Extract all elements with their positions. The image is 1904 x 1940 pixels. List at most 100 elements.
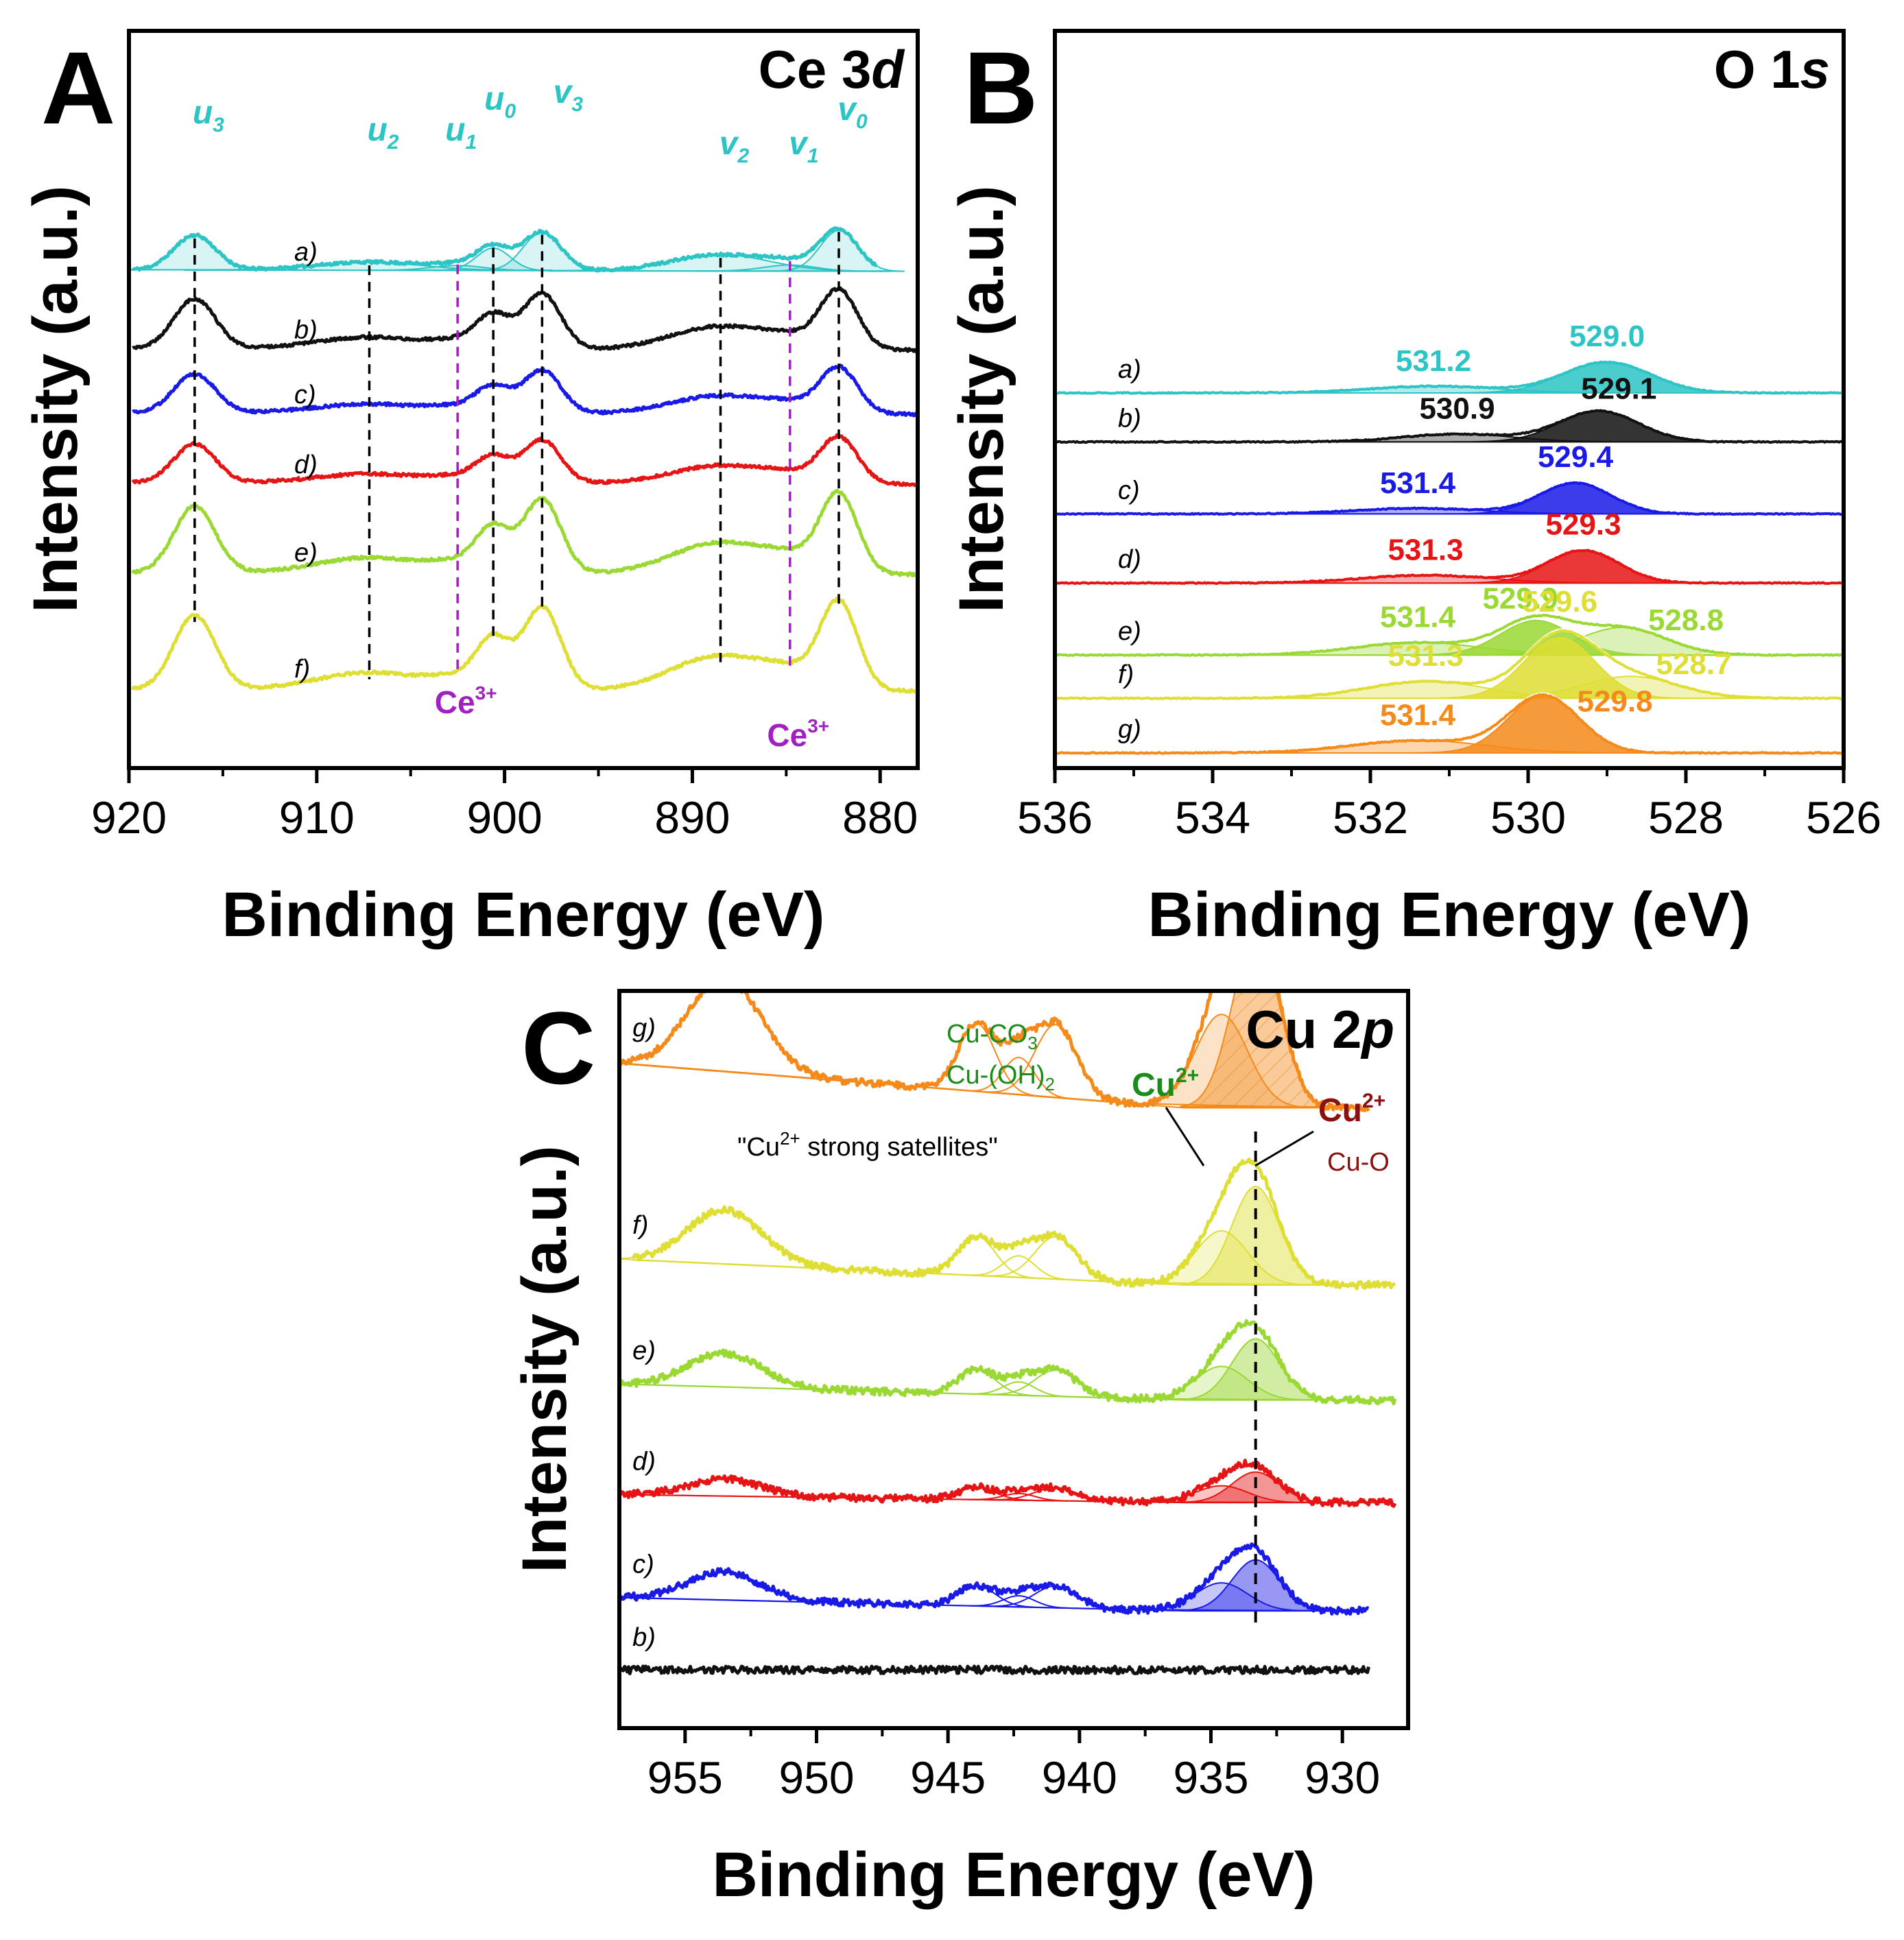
panel-c-trace-f bbox=[631, 1157, 1396, 1291]
panel-a-trace-label-d: d) bbox=[294, 451, 318, 479]
panel-c-component-fill bbox=[1180, 991, 1331, 1107]
panel-b-trace-label-a: a) bbox=[1118, 355, 1141, 384]
panel-a-trace-label-b: b) bbox=[294, 315, 318, 344]
panel-a-trace-label-e: e) bbox=[294, 539, 318, 568]
panel-a-tick-label: 880 bbox=[842, 792, 918, 843]
panel-c-x-axis: 955 950 945 940 935 930 bbox=[647, 1728, 1380, 1803]
panel-c-tick-label: 930 bbox=[1305, 1752, 1380, 1803]
panel-a-ce3-annotation: Ce3+ bbox=[435, 682, 497, 720]
panel-c-trace-label-g: g) bbox=[632, 1014, 656, 1042]
panel-b-peak-value-b: 530.9 bbox=[1419, 392, 1495, 426]
panel-b-peak-value-a: 531.2 bbox=[1396, 344, 1471, 378]
panel-c-trace-e bbox=[619, 1319, 1397, 1406]
panel-a-trace-label-c: c) bbox=[294, 381, 316, 409]
panel-c-trace-g bbox=[619, 991, 1370, 1114]
panel-b-peak-value-e: 529.9 bbox=[1482, 582, 1558, 616]
panel-b-peak-value-c: 531.4 bbox=[1380, 466, 1456, 500]
panel-c-letter: C bbox=[521, 990, 595, 1105]
panel-b-labels: a) 531.2 529.0 b) 530.9 529.1 c) 531.4 529.4 d) 53… bbox=[1118, 320, 1732, 744]
panel-a-plot-area bbox=[129, 226, 918, 694]
panel-b-peak-value-f: 528.7 bbox=[1656, 647, 1731, 681]
panel-a: A 920 910 900 890 880 Ce 3d Binding Energy (… bbox=[21, 29, 920, 950]
panel-b-tick-label: 532 bbox=[1333, 792, 1408, 843]
panel-b-tick-label: 534 bbox=[1175, 792, 1250, 843]
panel-a-peak-label-u0: u0 bbox=[484, 81, 516, 123]
panel-a-trace-label-a: a) bbox=[294, 238, 318, 267]
panel-b: B 536 534 532 530 528 526 O 1s Binding Energy… bbox=[947, 29, 1881, 950]
panel-a-peak-label-u1: u1 bbox=[445, 112, 477, 154]
panel-a-component-u0 bbox=[433, 247, 552, 272]
panel-a-peak-label-v0: v0 bbox=[837, 91, 868, 133]
panel-c-tick-label: 955 bbox=[647, 1752, 723, 1803]
panel-b-tick-label: 530 bbox=[1490, 792, 1566, 843]
panel-c-trace-label-e: e) bbox=[632, 1337, 656, 1365]
panel-b-core-label: O 1s bbox=[1714, 39, 1830, 99]
panel-c-tick-label: 940 bbox=[1042, 1752, 1117, 1803]
panel-a-tick-label: 900 bbox=[467, 792, 543, 843]
panel-c-trace-d bbox=[619, 1459, 1397, 1508]
panel-a-peak-label-v1: v1 bbox=[789, 125, 818, 167]
panel-a-letter: A bbox=[41, 30, 115, 145]
panel-c-y-axis-title: Intensity (a.u.) bbox=[510, 1145, 580, 1573]
panel-a-tick-label: 920 bbox=[91, 792, 167, 843]
panel-c-tick-label: 945 bbox=[910, 1752, 986, 1803]
panel-a-tick-label: 890 bbox=[654, 792, 730, 843]
panel-b-trace-e bbox=[1055, 613, 1844, 658]
cu2-surface-leader bbox=[1165, 1107, 1205, 1166]
panel-c-trace-label-d: d) bbox=[632, 1448, 656, 1476]
panel-a-peak-label-u2: u2 bbox=[367, 112, 398, 154]
panel-b-tick-label: 526 bbox=[1806, 792, 1881, 843]
panel-c-trace-c bbox=[619, 1542, 1370, 1616]
cu-o-label: Cu-O bbox=[1327, 1148, 1390, 1177]
panel-a-frame bbox=[127, 29, 920, 770]
panel-c-trace-label-c: c) bbox=[632, 1550, 654, 1579]
panel-c-component-e bbox=[968, 1381, 1069, 1398]
panel-a-x-axis: 920 910 900 890 880 bbox=[91, 768, 918, 843]
panel-c-trace-b bbox=[619, 1664, 1370, 1675]
panel-b-y-axis-title: Intensity (a.u.) bbox=[947, 185, 1016, 613]
panel-b-peak-value-d: 531.3 bbox=[1388, 533, 1463, 566]
panel-b-tick-label: 536 bbox=[1017, 792, 1093, 843]
panel-b-peak-value-e: 531.4 bbox=[1380, 601, 1456, 634]
panel-b-peak-value-g: 529.8 bbox=[1577, 685, 1652, 719]
panel-a-core-label: Ce 3d bbox=[759, 39, 905, 99]
panel-c-tick-label: 950 bbox=[778, 1752, 854, 1803]
panel-b-trace-label-b: b) bbox=[1118, 404, 1141, 433]
panel-b-trace-a bbox=[1055, 360, 1844, 395]
panel-b-trace-label-f: f) bbox=[1118, 660, 1134, 689]
panel-c-component-f bbox=[968, 1255, 1069, 1280]
panel-c-x-axis-title: Binding Energy (eV) bbox=[712, 1840, 1315, 1910]
panel-a-peak-label-u3: u3 bbox=[193, 95, 224, 136]
panel-b-plot-area bbox=[1055, 360, 1844, 755]
panel-b-trace-c bbox=[1055, 481, 1844, 516]
panel-b-trace-label-g: g) bbox=[1118, 715, 1141, 744]
panel-c: C 955 950 945 940 935 930 Cu 2p Binding Energ… bbox=[510, 989, 1410, 1910]
panel-a-y-axis-title: Intensity (a.u.) bbox=[21, 185, 91, 613]
panel-c-labels: "Cu2+ strong satellites" Cu-CO3 Cu-(OH)2… bbox=[632, 1014, 1390, 1652]
panel-b-trace-g bbox=[1055, 693, 1844, 755]
panel-b-peak-value-f: 531.3 bbox=[1388, 639, 1463, 673]
panel-b-x-axis-title: Binding Energy (eV) bbox=[1147, 880, 1750, 950]
panel-b-peak-value-a: 529.0 bbox=[1569, 320, 1645, 353]
panel-c-plot-area bbox=[619, 991, 1397, 1675]
panel-a-trace-b bbox=[132, 286, 918, 354]
cu2-surface-label: Cu2+ bbox=[1132, 1064, 1199, 1103]
panel-c-tick-label: 935 bbox=[1173, 1752, 1248, 1803]
cu-co3-label: Cu-CO3 bbox=[947, 1020, 1038, 1053]
panel-a-x-axis-title: Binding Energy (eV) bbox=[222, 880, 824, 950]
panel-a-peak-label-v2: v2 bbox=[719, 125, 750, 167]
panel-a-trace-c bbox=[132, 363, 918, 418]
panel-a-trace-d bbox=[131, 433, 918, 488]
satellite-label: "Cu2+ strong satellites" bbox=[737, 1128, 998, 1162]
cu-oh2-label: Cu-(OH)2 bbox=[947, 1061, 1055, 1094]
panel-b-trace-label-e: e) bbox=[1118, 617, 1141, 646]
cu2-oxide-leader bbox=[1254, 1130, 1314, 1167]
panel-b-trace-label-c: c) bbox=[1118, 476, 1140, 505]
panel-c-trace-label-b: b) bbox=[632, 1623, 656, 1652]
panel-c-trace-label-f: f) bbox=[632, 1211, 648, 1240]
panel-a-trace-label-f: f) bbox=[294, 655, 310, 684]
panel-a-trace-a bbox=[132, 226, 878, 273]
panel-b-peak-value-g: 531.4 bbox=[1380, 699, 1456, 732]
